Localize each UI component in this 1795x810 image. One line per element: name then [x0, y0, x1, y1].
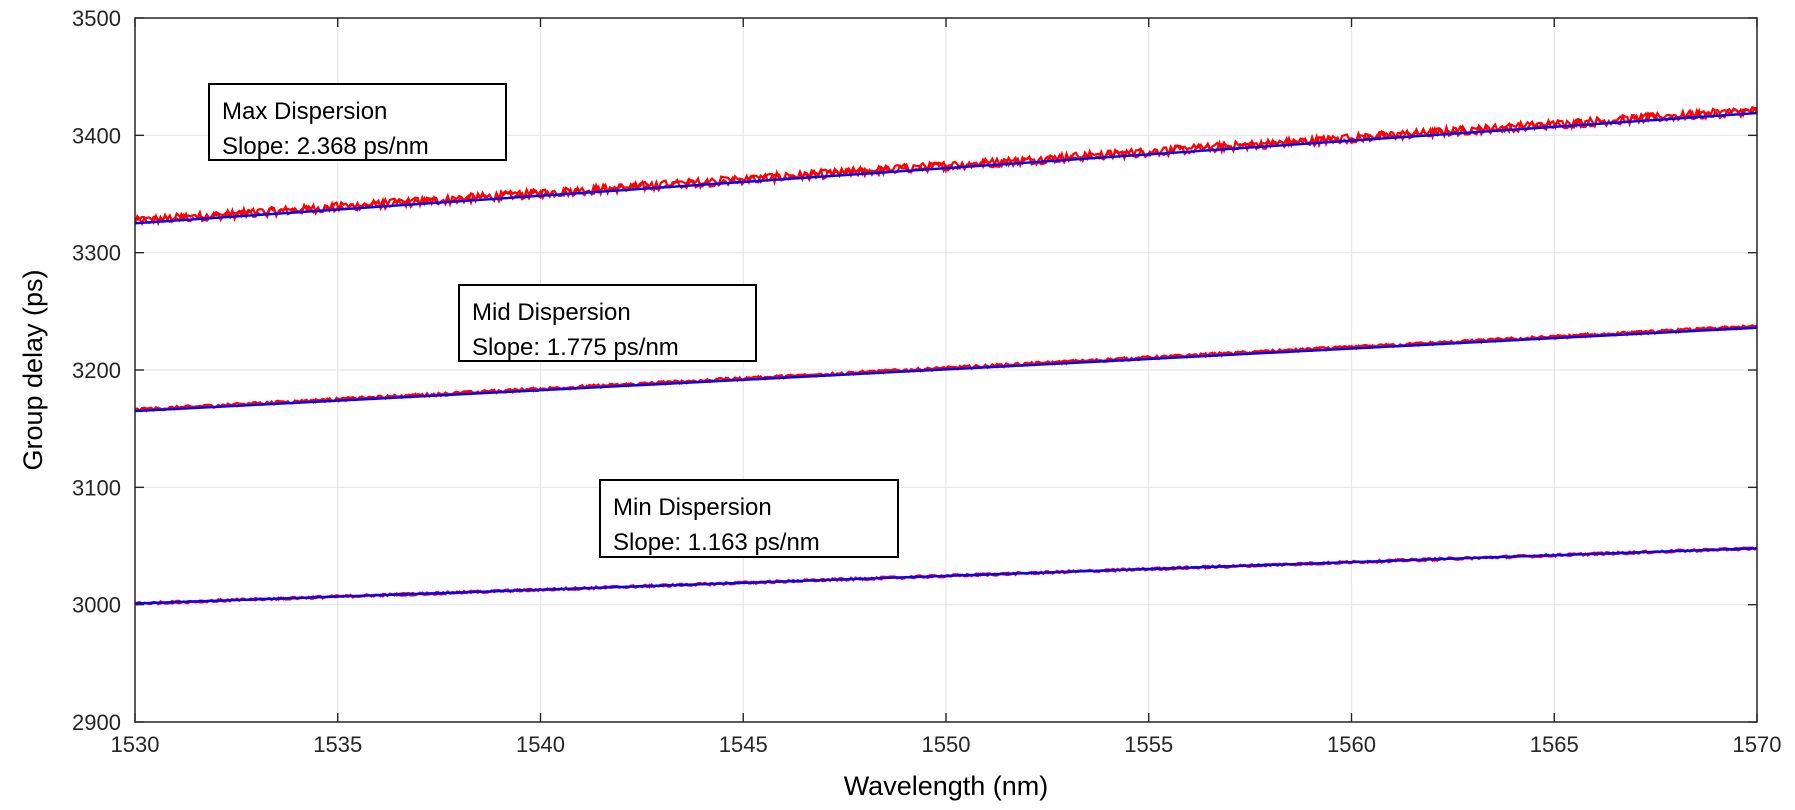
y-axis-label: Group delay (ps) [18, 269, 48, 470]
y-tick-label: 3300 [72, 241, 121, 266]
annotation-min-dispersion: Min Dispersion Slope: 1.163 ps/nm [599, 479, 899, 558]
x-tick-label: 1535 [313, 732, 362, 757]
annotation-slope: Slope: 1.163 ps/nm [613, 529, 820, 556]
linear-fit-line [134, 326, 1758, 413]
x-axis-label: Wavelength (nm) [844, 771, 1049, 801]
tick-marks [134, 17, 1758, 723]
annotation-box [458, 284, 757, 362]
series-3 [134, 546, 1758, 606]
y-tick-label: 3200 [72, 358, 121, 383]
annotation-title: Min Dispersion [613, 494, 772, 521]
y-tick-label: 3100 [72, 475, 121, 500]
annotation-box [599, 479, 899, 558]
y-tick-label: 3400 [72, 123, 121, 148]
annotation-box [208, 83, 507, 161]
x-tick-label: 1560 [1327, 732, 1376, 757]
x-tick-label: 1540 [516, 732, 565, 757]
x-tick-label: 1545 [719, 732, 768, 757]
annotation-title: Max Dispersion [222, 98, 387, 125]
y-tick-label: 3500 [72, 6, 121, 31]
series-1 [133, 105, 1758, 227]
annotation-slope: Slope: 1.775 ps/nm [472, 334, 679, 361]
linear-fit-line [134, 111, 1758, 225]
series-2 [134, 324, 1758, 413]
y-tick-labels: 2900 3000 3100 3200 3300 3400 3500 [72, 6, 121, 735]
x-tick-label: 1565 [1530, 732, 1579, 757]
annotation-slope: Slope: 2.368 ps/nm [222, 133, 429, 160]
annotation-mid-dispersion: Mid Dispersion Slope: 1.775 ps/nm [458, 284, 757, 362]
x-tick-label: 1530 [111, 732, 160, 757]
plot-series [133, 105, 1758, 606]
x-tick-label: 1555 [1124, 732, 1173, 757]
y-tick-label: 3000 [72, 593, 121, 618]
linear-fit-line [134, 547, 1758, 605]
x-tick-label: 1570 [1733, 732, 1782, 757]
y-tick-label: 2900 [72, 710, 121, 735]
x-tick-labels: 1530 1535 1540 1545 1550 1555 1560 1565 1570 [111, 732, 1782, 757]
annotation-max-dispersion: Max Dispersion Slope: 2.368 ps/nm [208, 83, 507, 161]
x-tick-label: 1550 [922, 732, 971, 757]
measured-trace [134, 107, 1758, 227]
annotation-title: Mid Dispersion [472, 299, 631, 326]
